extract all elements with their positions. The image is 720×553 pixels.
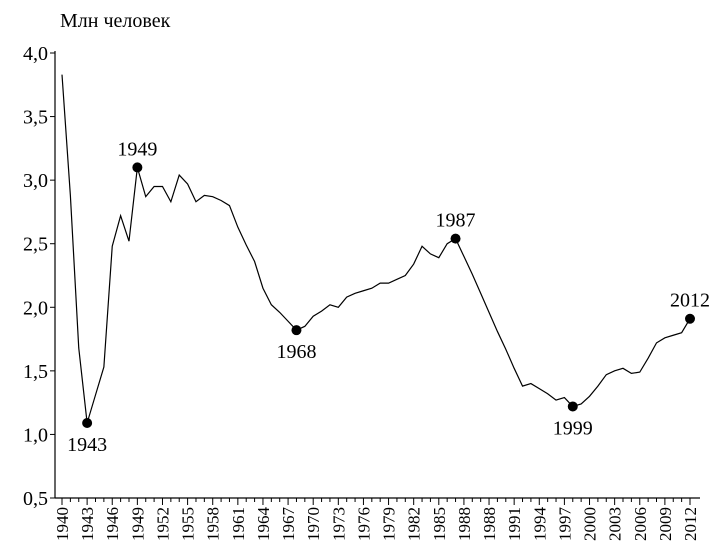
y-tick-label: 0,5 <box>23 488 48 510</box>
x-tick-label: 1955 <box>179 507 198 541</box>
point-marker <box>132 162 143 173</box>
point-label: 2012 <box>670 290 710 312</box>
x-tick-label: 1964 <box>254 507 273 542</box>
y-tick-label: 2,5 <box>23 234 48 256</box>
x-tick-label: 2000 <box>581 507 600 541</box>
x-tick-label: 1997 <box>555 507 574 542</box>
point-label: 1987 <box>436 210 476 232</box>
point-marker <box>567 401 578 412</box>
x-tick-label: 1952 <box>153 507 172 541</box>
x-tick-label: 1994 <box>530 507 549 542</box>
x-tick-label: 1943 <box>78 507 97 541</box>
point-label: 1999 <box>553 417 593 439</box>
x-tick-label: 2006 <box>631 507 650 541</box>
x-tick-label: 1985 <box>430 507 449 541</box>
point-marker <box>450 233 461 244</box>
point-label: 1968 <box>276 341 316 363</box>
x-tick-label: 1940 <box>53 507 72 541</box>
x-tick-label: 1967 <box>279 507 298 542</box>
y-tick-label: 2,0 <box>23 297 48 319</box>
point-label: 1943 <box>67 434 107 456</box>
x-tick-label: 1973 <box>329 507 348 541</box>
y-tick-label: 1,5 <box>23 361 48 383</box>
y-tick-label: 3,5 <box>23 107 48 129</box>
x-tick-label: 1979 <box>380 507 399 541</box>
x-tick-label: 1958 <box>204 507 223 541</box>
x-tick-label: 1946 <box>103 507 122 541</box>
point-marker <box>291 325 302 336</box>
y-axis-label: Млн человек <box>60 10 171 32</box>
x-tick-label: 1949 <box>128 507 147 541</box>
x-tick-label: 1988 <box>480 507 499 541</box>
x-tick-label: 1991 <box>505 507 524 541</box>
x-tick-label: 1976 <box>354 507 373 541</box>
x-tick-label: 2009 <box>656 507 675 541</box>
y-tick-label: 1,0 <box>23 424 48 446</box>
data-line <box>61 74 691 424</box>
y-tick-label: 3,0 <box>23 170 48 192</box>
x-tick-label: 1961 <box>229 507 248 541</box>
x-tick-label: 2003 <box>606 507 625 541</box>
point-marker <box>685 313 695 324</box>
x-tick-label: 1970 <box>304 507 323 541</box>
y-tick-label: 4,0 <box>23 43 48 65</box>
point-label: 1949 <box>117 138 157 160</box>
point-marker <box>82 417 93 428</box>
x-tick-label: 1988 <box>455 507 474 541</box>
x-tick-label: 1982 <box>405 507 424 541</box>
x-tick-label: 2012 <box>681 507 700 541</box>
